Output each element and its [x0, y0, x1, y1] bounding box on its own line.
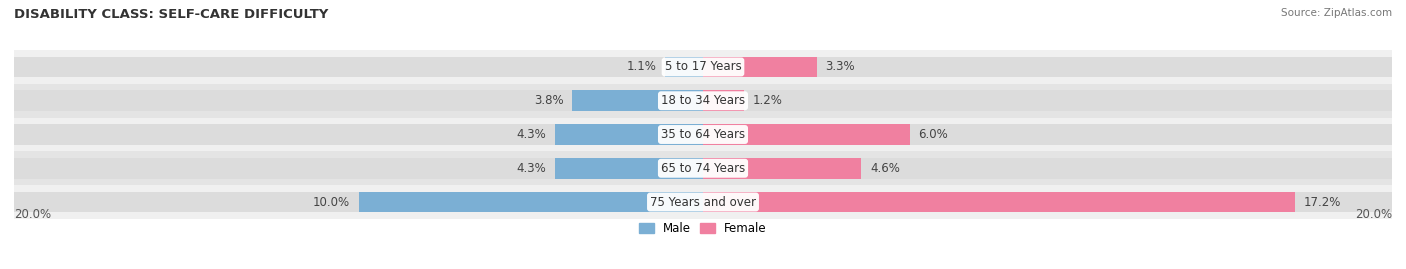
- Bar: [14, 158, 1392, 179]
- Text: 20.0%: 20.0%: [14, 208, 51, 221]
- Bar: [703, 124, 910, 145]
- Text: 1.2%: 1.2%: [754, 94, 783, 107]
- Text: 10.0%: 10.0%: [312, 196, 350, 208]
- Text: 5 to 17 Years: 5 to 17 Years: [665, 61, 741, 73]
- Bar: [555, 158, 703, 179]
- Text: 35 to 64 Years: 35 to 64 Years: [661, 128, 745, 141]
- Bar: [14, 118, 1392, 151]
- Text: 6.0%: 6.0%: [918, 128, 948, 141]
- Text: 17.2%: 17.2%: [1305, 196, 1341, 208]
- Text: 20.0%: 20.0%: [1355, 208, 1392, 221]
- Text: 3.8%: 3.8%: [534, 94, 564, 107]
- Text: 1.1%: 1.1%: [627, 61, 657, 73]
- Bar: [14, 124, 1392, 145]
- Legend: Male, Female: Male, Female: [640, 222, 766, 235]
- Bar: [703, 192, 1295, 213]
- Bar: [14, 185, 1392, 219]
- Bar: [359, 192, 703, 213]
- Bar: [14, 56, 1392, 77]
- Text: 4.6%: 4.6%: [870, 162, 900, 175]
- Bar: [14, 90, 1392, 111]
- Bar: [14, 84, 1392, 118]
- Text: DISABILITY CLASS: SELF-CARE DIFFICULTY: DISABILITY CLASS: SELF-CARE DIFFICULTY: [14, 8, 329, 21]
- Text: 3.3%: 3.3%: [825, 61, 855, 73]
- Bar: [572, 90, 703, 111]
- Text: 65 to 74 Years: 65 to 74 Years: [661, 162, 745, 175]
- Text: 75 Years and over: 75 Years and over: [650, 196, 756, 208]
- Bar: [703, 158, 862, 179]
- Bar: [14, 50, 1392, 84]
- Bar: [14, 151, 1392, 185]
- Bar: [555, 124, 703, 145]
- Text: 4.3%: 4.3%: [516, 162, 547, 175]
- Bar: [703, 90, 744, 111]
- Bar: [703, 56, 817, 77]
- Bar: [665, 56, 703, 77]
- Text: Source: ZipAtlas.com: Source: ZipAtlas.com: [1281, 8, 1392, 18]
- Text: 18 to 34 Years: 18 to 34 Years: [661, 94, 745, 107]
- Text: 4.3%: 4.3%: [516, 128, 547, 141]
- Bar: [14, 192, 1392, 213]
